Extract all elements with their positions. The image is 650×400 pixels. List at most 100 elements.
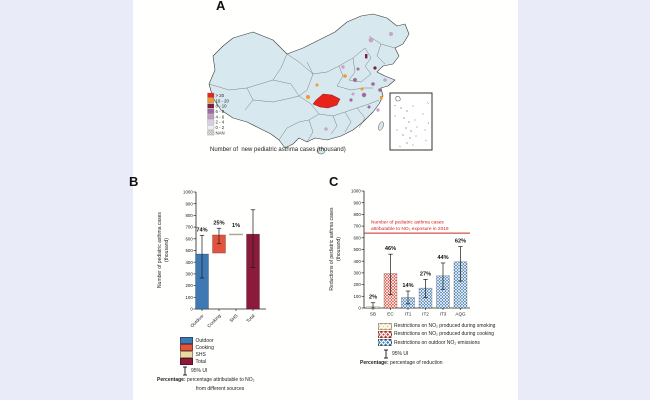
legend-label: Cooking — [195, 344, 214, 351]
x-category-label: Total — [245, 313, 255, 323]
legend-row-total: Total — [180, 358, 214, 365]
y-tick-label: 200 — [185, 283, 193, 288]
ci-whisker-icon — [183, 366, 187, 376]
legend-swatch-hatched — [378, 322, 392, 330]
map-legend-swatch — [207, 124, 215, 130]
y-axis-title: (thousand) — [164, 238, 170, 262]
legend-row-shs: SHS — [180, 351, 214, 358]
legend-swatch — [180, 351, 193, 358]
x-category-label: IT2 — [422, 312, 429, 317]
reference-annotation: attributable to NO₂ exposure in 2019 — [371, 226, 449, 232]
hainan-island — [316, 147, 326, 155]
legend-row-outdoor: Outdoor — [180, 337, 214, 344]
panel-b-note-line2: from different sources — [196, 386, 245, 392]
y-tick-label: 300 — [353, 271, 361, 276]
note-text: percentage of reduction — [388, 360, 443, 366]
pct-label: 27% — [420, 271, 431, 277]
legend-row-cooking: Cooking — [180, 344, 214, 351]
legend-swatch-hatched — [378, 330, 392, 339]
error-bar — [423, 278, 428, 298]
y-tick-label: 400 — [353, 259, 361, 264]
legend-swatch — [180, 358, 193, 365]
error-bar — [250, 209, 256, 268]
y-tick-label: 300 — [185, 272, 193, 277]
legend-label: Restrictions on NO₂ produced during smok… — [394, 323, 496, 330]
pct-label: 2% — [369, 295, 377, 301]
y-tick-label: 500 — [353, 247, 361, 252]
panel-c-letter: C — [329, 174, 339, 189]
y-axis-title: Number of pediatric asthma cases — [157, 212, 163, 288]
x-category-label: EC — [387, 312, 394, 317]
map-legend-swatch — [207, 92, 215, 98]
note-bold: Percentage: — [360, 360, 389, 366]
y-tick-label: 400 — [185, 260, 193, 265]
y-tick-label: 900 — [185, 201, 193, 206]
y-tick-label: 0 — [190, 307, 193, 312]
pct-label: 62% — [455, 239, 466, 245]
error-bar — [405, 290, 411, 305]
x-category-label: Outdoor — [189, 313, 205, 329]
error-bar — [440, 262, 446, 290]
map-legend-label: 10 - 20 — [216, 98, 230, 103]
x-category-label: AQG — [455, 312, 466, 317]
y-axis-title: (thousand) — [336, 237, 342, 261]
y-tick-label: 600 — [353, 235, 361, 240]
error-bar — [216, 227, 222, 245]
map-legend-label: NAN — [216, 130, 225, 135]
legend-label: Restrictions on NO₂ produced during cook… — [394, 331, 495, 338]
map-legend-label: > 20 — [216, 93, 225, 98]
legend-label: Restrictions on outdoor NO₂ emissions — [394, 339, 480, 346]
pct-label: 1% — [232, 223, 240, 229]
map-legend-label: 4 - 6 — [216, 114, 225, 119]
error-bar — [458, 246, 463, 282]
map-caption: Number of new pediatric asthma cases (th… — [210, 147, 346, 153]
error-bar — [388, 253, 393, 295]
y-tick-label: 700 — [353, 224, 361, 229]
ci-label: 95% UI — [191, 368, 208, 374]
y-tick-label: 0 — [358, 306, 361, 311]
map-legend-swatch — [207, 130, 215, 136]
y-axis-title: Reductions of pediatric asthma cases — [329, 207, 335, 291]
legend-swatch-hatched — [378, 339, 392, 347]
y-tick-label: 600 — [185, 236, 193, 241]
legend-swatch — [180, 337, 193, 344]
panel-c-note: Percentage: percentage of reduction — [360, 360, 443, 366]
y-tick-label: 100 — [185, 295, 193, 300]
map-legend-label: 6 - 8 — [216, 109, 225, 114]
map-legend-swatch — [207, 103, 215, 109]
note-bold: Percentage: — [157, 377, 186, 383]
map-legend-label: 0 - 2 — [216, 125, 225, 130]
map-legend-label: 8 - 10 — [216, 104, 228, 109]
reference-annotation: Number of pediatric asthma cases — [371, 220, 444, 226]
y-tick-label: 100 — [353, 294, 361, 299]
y-tick-label: 1000 — [183, 190, 193, 195]
panel-c-ci: 95% UI — [383, 349, 408, 359]
note-text: percentage attributable to NO₂ — [185, 377, 255, 383]
legend-row-tan-hatch: Restrictions on NO₂ produced during smok… — [378, 322, 495, 330]
pct-label: 74% — [196, 227, 207, 233]
x-category-label: IT3 — [440, 312, 447, 317]
taiwan-island — [378, 121, 384, 131]
panel-a-letter: A — [216, 0, 226, 13]
x-category-label: SB — [370, 312, 376, 317]
south-china-sea-inset — [389, 92, 433, 151]
province-borders — [208, 35, 396, 143]
y-tick-label: 1000 — [351, 189, 361, 194]
legend-row-red-hatch: Restrictions on NO₂ produced during cook… — [378, 330, 495, 339]
legend-row-blue-hatch: Restrictions on outdoor NO₂ emissions — [378, 339, 495, 347]
map-legend-swatch — [207, 98, 215, 104]
map-legend-swatch — [207, 108, 215, 114]
legend-swatch — [180, 344, 193, 351]
map-legend-swatch — [207, 114, 215, 120]
bar-shs — [229, 233, 243, 236]
pct-label: 14% — [402, 283, 413, 289]
pct-label: 46% — [385, 246, 396, 252]
y-tick-label: 800 — [353, 212, 361, 217]
map-red-region — [312, 93, 341, 109]
error-bar — [199, 234, 205, 279]
y-tick-label: 800 — [185, 213, 193, 218]
